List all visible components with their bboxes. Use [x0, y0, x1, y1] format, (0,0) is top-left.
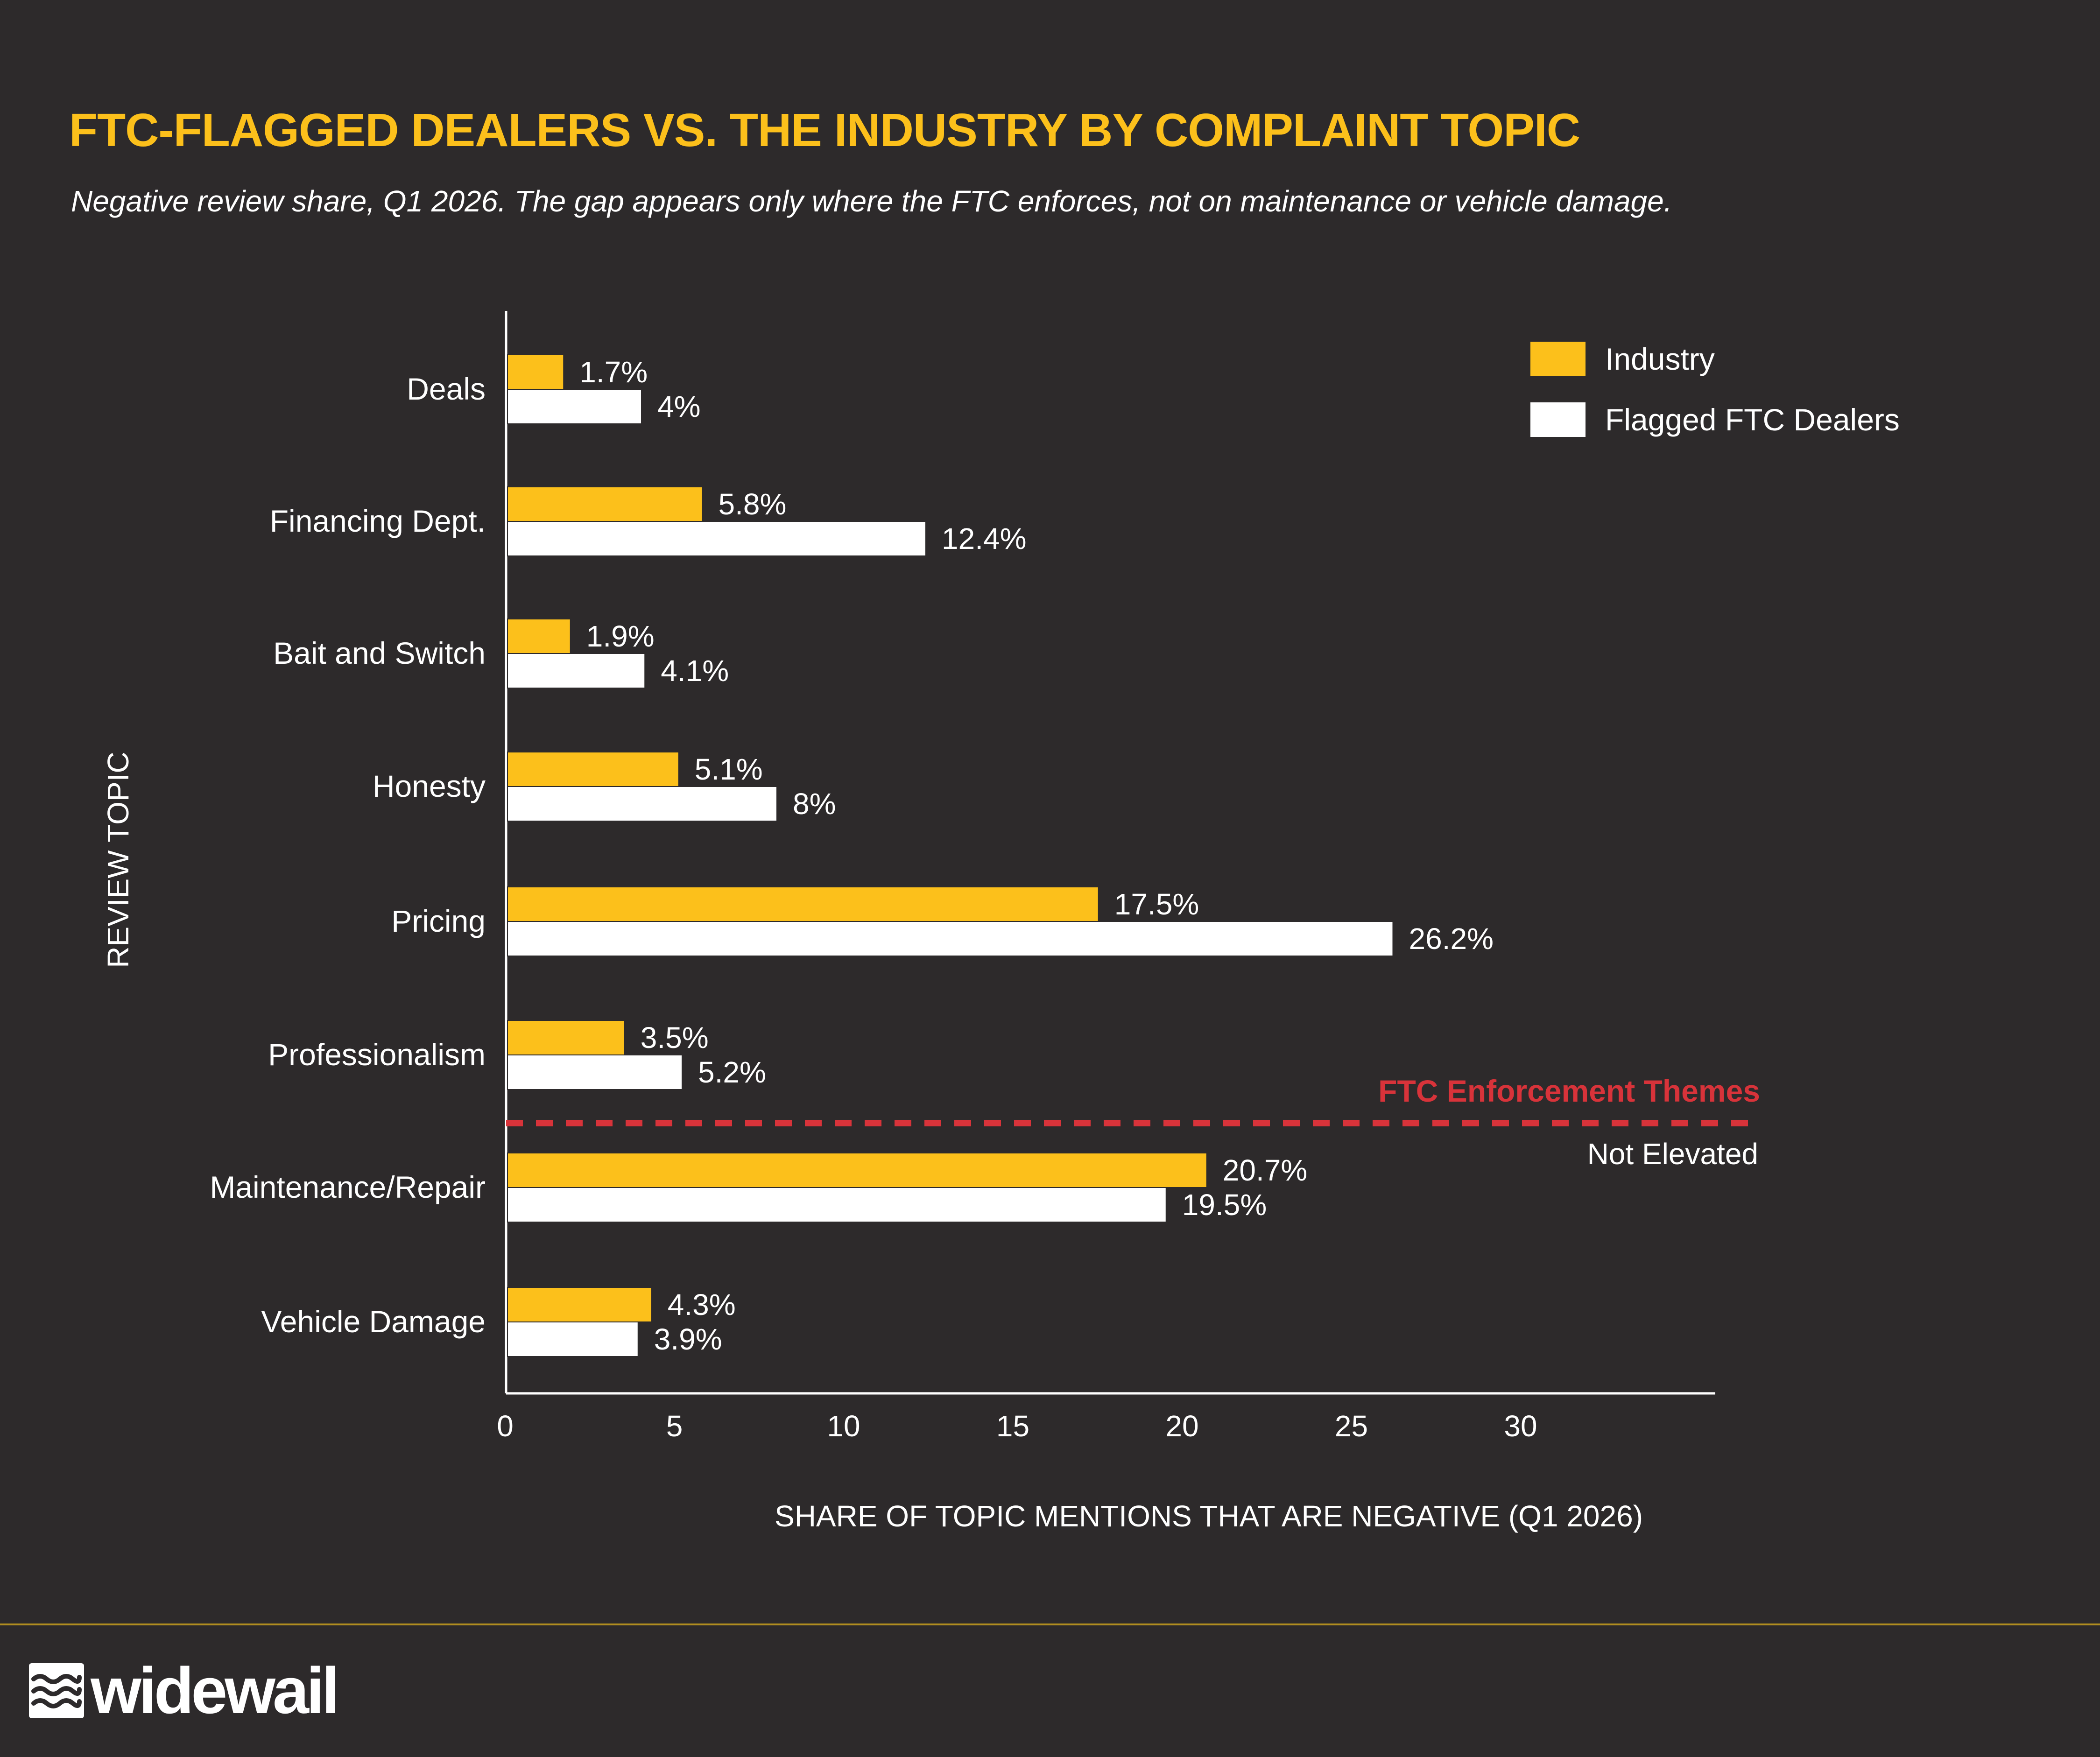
bar-industry-financing-dept — [507, 486, 703, 522]
value-label-flagged-ftc-dealers-financing-dept: 12.4% — [942, 522, 1026, 555]
bar-industry-vehicle-damage — [507, 1287, 652, 1322]
bar-flagged-ftc-dealers-vehicle-damage — [507, 1321, 639, 1357]
chart-title: FTC-Flagged Dealers vs. The Industry by … — [69, 104, 1580, 156]
value-label-industry-pricing: 17.5% — [1114, 887, 1199, 921]
category-label-maintenance-repair: Maintenance/Repair — [210, 1170, 486, 1204]
value-label-flagged-ftc-dealers-deals: 4% — [657, 390, 701, 423]
bar-flagged-ftc-dealers-bait-and-switch — [507, 653, 646, 689]
value-label-industry-bait-and-switch: 1.9% — [586, 619, 655, 653]
category-label-vehicle-damage: Vehicle Damage — [261, 1304, 486, 1339]
legend-label-industry: Industry — [1605, 342, 1715, 376]
brand-name: widewail — [91, 1654, 340, 1727]
x-tick-label: 20 — [1165, 1409, 1198, 1443]
value-label-flagged-ftc-dealers-pricing: 26.2% — [1409, 922, 1494, 956]
bar-industry-pricing — [507, 886, 1099, 922]
value-label-industry-vehicle-damage: 4.3% — [668, 1288, 736, 1321]
category-label-pricing: Pricing — [391, 904, 486, 938]
brand-logo: widewail — [29, 1654, 340, 1727]
category-label-professionalism: Professionalism — [268, 1037, 486, 1072]
x-tick-label: 10 — [827, 1409, 860, 1443]
x-tick-label: 30 — [1504, 1409, 1537, 1443]
value-label-industry-maintenance-repair: 20.7% — [1223, 1153, 1307, 1187]
x-tick-label: 15 — [996, 1409, 1029, 1443]
bar-flagged-ftc-dealers-deals — [507, 389, 642, 424]
bar-industry-honesty — [507, 752, 679, 787]
bar-flagged-ftc-dealers-honesty — [507, 786, 777, 822]
footer-rule — [0, 1623, 2100, 1625]
x-tick-label: 0 — [497, 1409, 514, 1443]
legend-label-flagged-ftc-dealers: Flagged FTC Dealers — [1605, 402, 1900, 437]
wave-logo-icon — [29, 1663, 84, 1718]
value-label-flagged-ftc-dealers-maintenance-repair: 19.5% — [1182, 1188, 1267, 1222]
divider-label-not-elevated: Not Elevated — [1587, 1137, 1758, 1171]
y-axis-title: REVIEW TOPIC — [101, 752, 135, 968]
bar-industry-maintenance-repair — [507, 1153, 1207, 1188]
value-label-flagged-ftc-dealers-bait-and-switch: 4.1% — [661, 654, 729, 688]
category-label-honesty: Honesty — [373, 769, 486, 803]
bar-industry-professionalism — [507, 1020, 625, 1055]
value-label-industry-professionalism: 3.5% — [641, 1021, 709, 1054]
category-label-financing-dept: Financing Dept. — [270, 504, 486, 538]
value-label-industry-honesty: 5.1% — [695, 752, 763, 786]
value-label-industry-deals: 1.7% — [579, 355, 648, 389]
bar-flagged-ftc-dealers-financing-dept — [507, 521, 926, 556]
bar-industry-deals — [507, 354, 564, 390]
bar-flagged-ftc-dealers-pricing — [507, 921, 1394, 956]
value-label-flagged-ftc-dealers-honesty: 8% — [793, 787, 836, 821]
value-label-flagged-ftc-dealers-vehicle-damage: 3.9% — [654, 1322, 722, 1356]
bar-flagged-ftc-dealers-maintenance-repair — [507, 1187, 1167, 1223]
x-tick-label: 5 — [666, 1409, 683, 1443]
legend-swatch-flagged-ftc-dealers — [1530, 402, 1586, 437]
legend-swatch-industry — [1530, 342, 1586, 376]
x-tick-label: 25 — [1335, 1409, 1368, 1443]
x-axis-title: SHARE OF TOPIC MENTIONS THAT ARE NEGATIV… — [775, 1499, 1643, 1533]
category-label-deals: Deals — [407, 372, 486, 406]
bar-industry-bait-and-switch — [507, 618, 571, 654]
bar-flagged-ftc-dealers-professionalism — [507, 1054, 683, 1090]
chart-subtitle: Negative review share, Q1 2026. The gap … — [71, 184, 1672, 218]
value-label-flagged-ftc-dealers-professionalism: 5.2% — [698, 1055, 766, 1089]
category-label-bait-and-switch: Bait and Switch — [273, 636, 486, 670]
divider-label-ftc-enforcement: FTC Enforcement Themes — [1378, 1074, 1760, 1108]
value-label-industry-financing-dept: 5.8% — [719, 487, 787, 521]
